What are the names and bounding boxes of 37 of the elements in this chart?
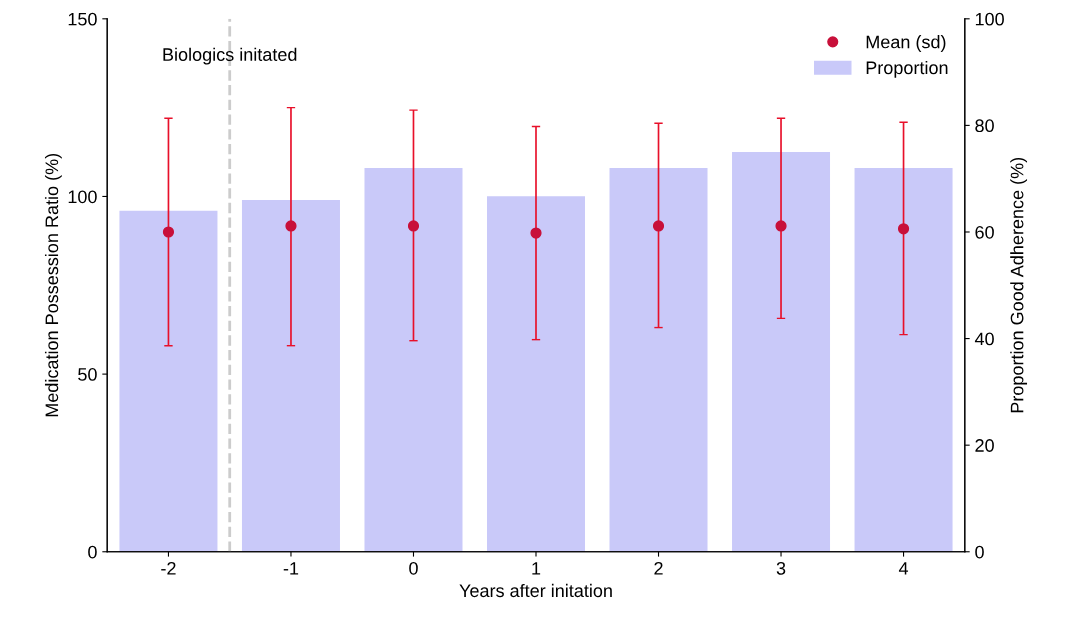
point <box>897 223 910 235</box>
point <box>407 220 420 232</box>
y2-tick-label: 80 <box>975 119 994 133</box>
y2-tick-label: 0 <box>975 545 984 559</box>
annotation: Biologics initated <box>163 47 297 65</box>
y-axis-title: Medication Possession Ratio (%) <box>44 153 62 417</box>
legend-label: Proportion <box>866 60 948 78</box>
y2-tick-label: 60 <box>975 225 994 239</box>
y2-axis-title: Proportion Good Adherence (%) <box>1010 157 1028 413</box>
x-tick-label: -1 <box>283 562 299 575</box>
bar <box>364 168 463 552</box>
bar <box>609 168 708 552</box>
y2-tick-label: 100 <box>975 12 1004 26</box>
bar <box>732 152 831 552</box>
bar <box>119 210 218 552</box>
point <box>285 220 297 232</box>
y2-tick-label: 20 <box>975 439 994 452</box>
x-tick-label: 4 <box>898 562 909 575</box>
legend-label: Mean (sd) <box>866 35 946 52</box>
y-tick-label: 100 <box>68 190 97 204</box>
point <box>530 227 542 239</box>
y2-tick-label: 40 <box>974 332 994 346</box>
x-axis-title: Years after initation <box>459 583 612 598</box>
bar <box>241 200 340 552</box>
point <box>162 226 175 238</box>
point <box>652 220 665 232</box>
y-tick-label: 150 <box>68 12 97 26</box>
x-tick-label: 2 <box>654 561 663 575</box>
point <box>775 220 787 232</box>
x-tick-label: 1 <box>532 562 541 575</box>
y-tick-label: 50 <box>78 368 97 381</box>
bar <box>854 168 953 552</box>
x-tick-label: -2 <box>161 561 176 575</box>
y-tick-label: 0 <box>88 545 97 559</box>
x-tick-label: 3 <box>776 561 786 575</box>
bar <box>486 196 586 552</box>
x-tick-label: 0 <box>409 561 418 575</box>
